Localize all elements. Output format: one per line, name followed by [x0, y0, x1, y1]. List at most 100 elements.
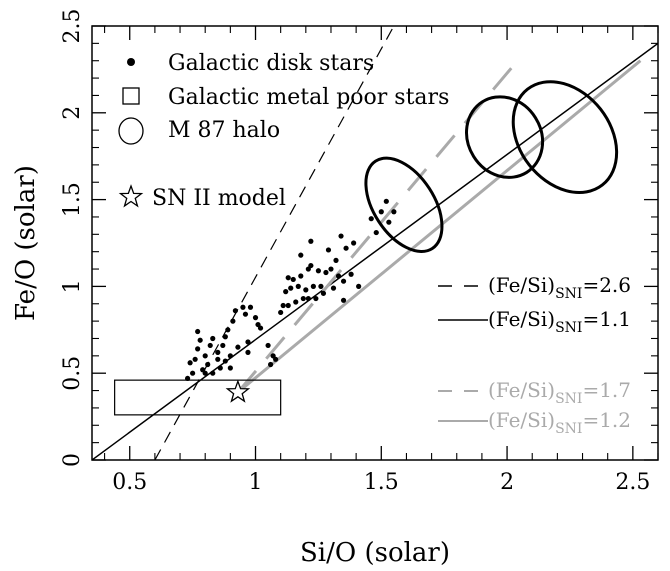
disk-star-point	[197, 337, 203, 343]
disk-star-point	[240, 304, 246, 310]
disk-star-point	[184, 375, 191, 382]
disk-star-point	[356, 283, 362, 289]
sn-ii-model-star	[225, 379, 251, 403]
disk-star-point	[285, 302, 291, 309]
disk-star-point	[305, 295, 311, 302]
disk-star-point	[351, 240, 357, 246]
m87-halo-ellipse-2	[465, 95, 545, 179]
m87-halo-ellipse-3	[511, 80, 619, 195]
model-line-gray-dashed	[236, 63, 516, 394]
disk-star-point	[245, 349, 251, 355]
legend-label: M 87 halo	[168, 118, 280, 143]
x-tick-label: 2	[500, 470, 514, 495]
disk-star-point	[290, 276, 296, 283]
legend-dot-icon	[127, 58, 135, 66]
y-tick-label: 2	[60, 106, 85, 120]
disk-star-point	[187, 360, 193, 366]
disk-star-point	[220, 342, 226, 349]
model-line-gray-solid	[236, 59, 642, 394]
disk-star-point	[273, 356, 279, 362]
disk-star-point	[320, 290, 327, 296]
disk-star-point	[227, 353, 233, 359]
disk-star-point	[190, 370, 196, 376]
line-legend-label: (Fe/Si)SNI=1.1	[488, 307, 631, 336]
disk-star-point	[207, 342, 213, 349]
disk-star-point	[227, 365, 233, 371]
disk-star-point	[217, 365, 223, 371]
m87-halo-ellipse-1	[364, 156, 444, 253]
disk-star-point	[283, 289, 289, 295]
disk-star-point	[257, 325, 264, 331]
line-legend-label: (Fe/Si)SNI=2.6	[488, 273, 631, 302]
line-legend-label: (Fe/Si)SNI=1.7	[488, 378, 631, 407]
disk-star-point	[265, 342, 271, 349]
disk-star-point	[222, 334, 228, 340]
x-tick-label: 0.5	[112, 470, 147, 495]
disk-star-point	[308, 262, 314, 269]
x-tick-label: 1.5	[364, 470, 399, 495]
y-tick-label: 0	[60, 453, 85, 467]
disk-star-point	[343, 245, 349, 251]
disk-star-point	[310, 283, 316, 289]
disk-star-point	[242, 311, 249, 317]
disk-star-point	[340, 278, 347, 284]
line-legend-label: (Fe/Si)SNI=1.2	[488, 408, 631, 437]
disk-star-point	[285, 275, 291, 281]
x-axis-label: Si/O (solar)	[300, 538, 450, 568]
disk-star-point	[245, 339, 251, 345]
disk-star-point	[368, 216, 374, 222]
disk-star-point	[298, 252, 304, 258]
plot-frame	[91, 25, 659, 461]
disk-star-point	[195, 328, 201, 335]
disk-star-point	[325, 247, 332, 253]
disk-star-point	[210, 335, 216, 342]
legend-label: Galactic disk stars	[168, 51, 374, 76]
disk-star-point	[278, 309, 284, 316]
disk-star-point	[391, 209, 397, 215]
disk-star-point	[192, 356, 198, 362]
disk-star-point	[252, 315, 259, 321]
data-layer	[92, 26, 658, 460]
legend-square-icon	[122, 87, 140, 105]
legend-label: SN II model	[152, 186, 286, 211]
disk-star-point	[328, 266, 334, 272]
model-line-black-solid	[92, 42, 658, 460]
disk-star-point	[232, 308, 238, 314]
disk-star-point	[383, 198, 389, 204]
disk-star-point	[293, 299, 299, 305]
disk-star-point	[288, 285, 294, 291]
disk-star-point	[295, 283, 301, 289]
line-legend: (Fe/Si)SNI=2.6 (Fe/Si)SNI=1.1 (Fe/Si)SNI=1…	[438, 273, 631, 437]
y-tick-label: 1	[60, 279, 85, 293]
disk-star-point	[386, 219, 392, 225]
disk-star-point	[335, 273, 342, 279]
ticks-layer: 0.5 1 1.5 2 2.5 0 0.5 1 1.5 2 2.5	[60, 9, 659, 495]
disk-star-point	[373, 229, 379, 236]
disk-star-point	[222, 358, 228, 364]
legend-star-icon	[118, 184, 144, 208]
disk-star-point	[202, 353, 208, 359]
disk-star-point	[378, 209, 384, 215]
x-tick-label: 2.5	[615, 470, 650, 495]
disk-star-point	[308, 238, 314, 244]
legend-label: Galactic metal poor stars	[168, 85, 449, 110]
y-tick-label: 1.5	[60, 182, 85, 217]
disk-star-point	[348, 271, 354, 277]
metal-poor-stars-box	[114, 379, 282, 416]
disk-star-point	[318, 283, 324, 289]
disk-star-point	[280, 302, 286, 309]
disk-star-point	[215, 349, 221, 355]
y-tick-label: 0.5	[60, 356, 85, 391]
legend-ellipse-icon	[118, 117, 144, 145]
disk-star-point	[323, 269, 329, 276]
disk-star-point	[235, 344, 241, 350]
disk-star-point	[247, 304, 254, 310]
symbol-legend: Galactic disk stars Galactic metal poor s…	[118, 51, 449, 211]
disk-star-point	[225, 327, 231, 333]
disk-star-point	[268, 361, 274, 368]
disk-star-point	[215, 356, 221, 362]
disk-star-point	[303, 287, 309, 293]
disk-star-point	[333, 257, 339, 263]
disk-star-point	[298, 273, 304, 279]
